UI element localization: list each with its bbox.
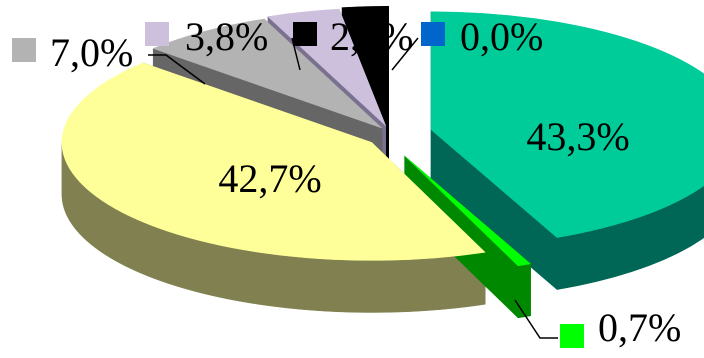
label-swatch (12, 38, 36, 62)
leader-line (514, 299, 558, 339)
data-label: 0,7% (598, 305, 681, 350)
leader-line (369, 43, 373, 73)
pie-slice-side (517, 263, 531, 319)
data-label: 2,4% (330, 14, 413, 59)
data-label: 7,0% (50, 30, 133, 75)
leader-line (391, 37, 419, 71)
pie-slice (430, 11, 704, 238)
pie-tops (61, 5, 704, 267)
label-swatch (560, 324, 584, 348)
data-label: 0,0% (460, 14, 543, 59)
label-swatch (293, 22, 317, 46)
data-label: 43,3% (526, 114, 629, 159)
pie-slice-side (556, 185, 704, 290)
pie-slice (61, 62, 486, 261)
label-swatch (145, 22, 169, 46)
data-label: 42,7% (218, 156, 321, 201)
data-labels: 43,3% 0,7% 42,7% 7,0% 3,8% 2,4% 0,0% (50, 14, 681, 350)
label-swatch (421, 22, 445, 46)
pie-slice (341, 5, 389, 125)
leader-lines (148, 37, 558, 339)
leader-line (148, 54, 206, 85)
pie-slice (152, 18, 383, 129)
data-label: 3,8% (185, 14, 268, 59)
label-swatches (12, 22, 584, 348)
pie-slice (404, 155, 532, 267)
